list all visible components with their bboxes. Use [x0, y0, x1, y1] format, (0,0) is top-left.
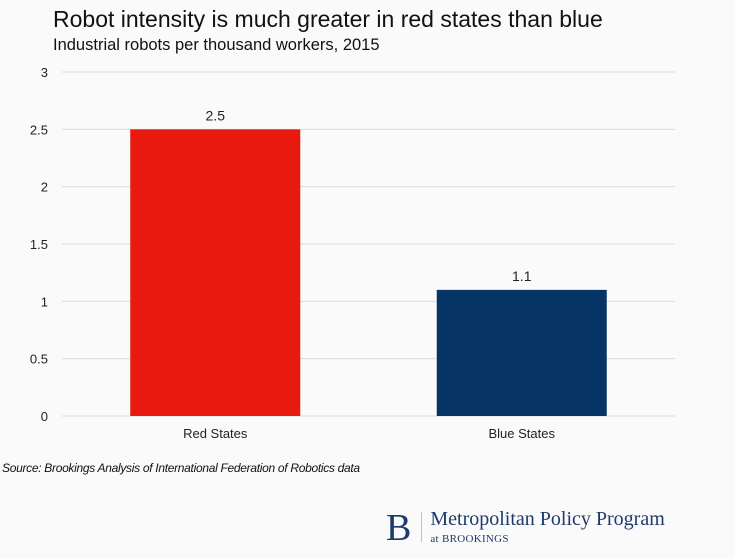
y-axis-ticks: 0 0.5 1 1.5 2 2.5 3 — [30, 65, 48, 424]
bar-chart: 0 0.5 1 1.5 2 2.5 3 2.5 1.1 Red States Blue Stat… — [30, 65, 675, 441]
y-tick-label: 2.5 — [30, 122, 48, 137]
logo-letter: B — [386, 507, 412, 549]
y-tick-label: 0.5 — [30, 352, 48, 367]
data-label: 1.1 — [512, 268, 532, 284]
data-label: 2.5 — [206, 107, 226, 123]
y-tick-label: 2 — [41, 180, 48, 195]
brookings-logo: B Metropolitan Policy Program at BROOKIN… — [386, 507, 665, 549]
source-note: Source: Brookings Analysis of Internatio… — [2, 461, 360, 475]
y-tick-label: 1.5 — [30, 237, 48, 252]
chart-subtitle: Industrial robots per thousand workers, … — [53, 36, 380, 54]
x-tick-label: Blue States — [489, 426, 556, 441]
logo-divider — [421, 512, 423, 542]
chart-title: Robot intensity is much greater in red s… — [53, 6, 603, 32]
bar-red-states — [130, 129, 301, 417]
y-tick-label: 3 — [41, 65, 48, 80]
logo-subtitle: at BROOKINGS — [430, 533, 509, 545]
logo-program-name: Metropolitan Policy Program — [430, 508, 665, 530]
x-axis-ticks: Red States Blue States — [183, 426, 555, 441]
bar-blue-states — [436, 289, 607, 416]
x-tick-label: Red States — [183, 426, 248, 441]
data-labels: 2.5 1.1 — [206, 107, 532, 284]
bars — [130, 129, 607, 417]
y-tick-label: 1 — [41, 294, 48, 309]
y-tick-label: 0 — [41, 409, 48, 424]
